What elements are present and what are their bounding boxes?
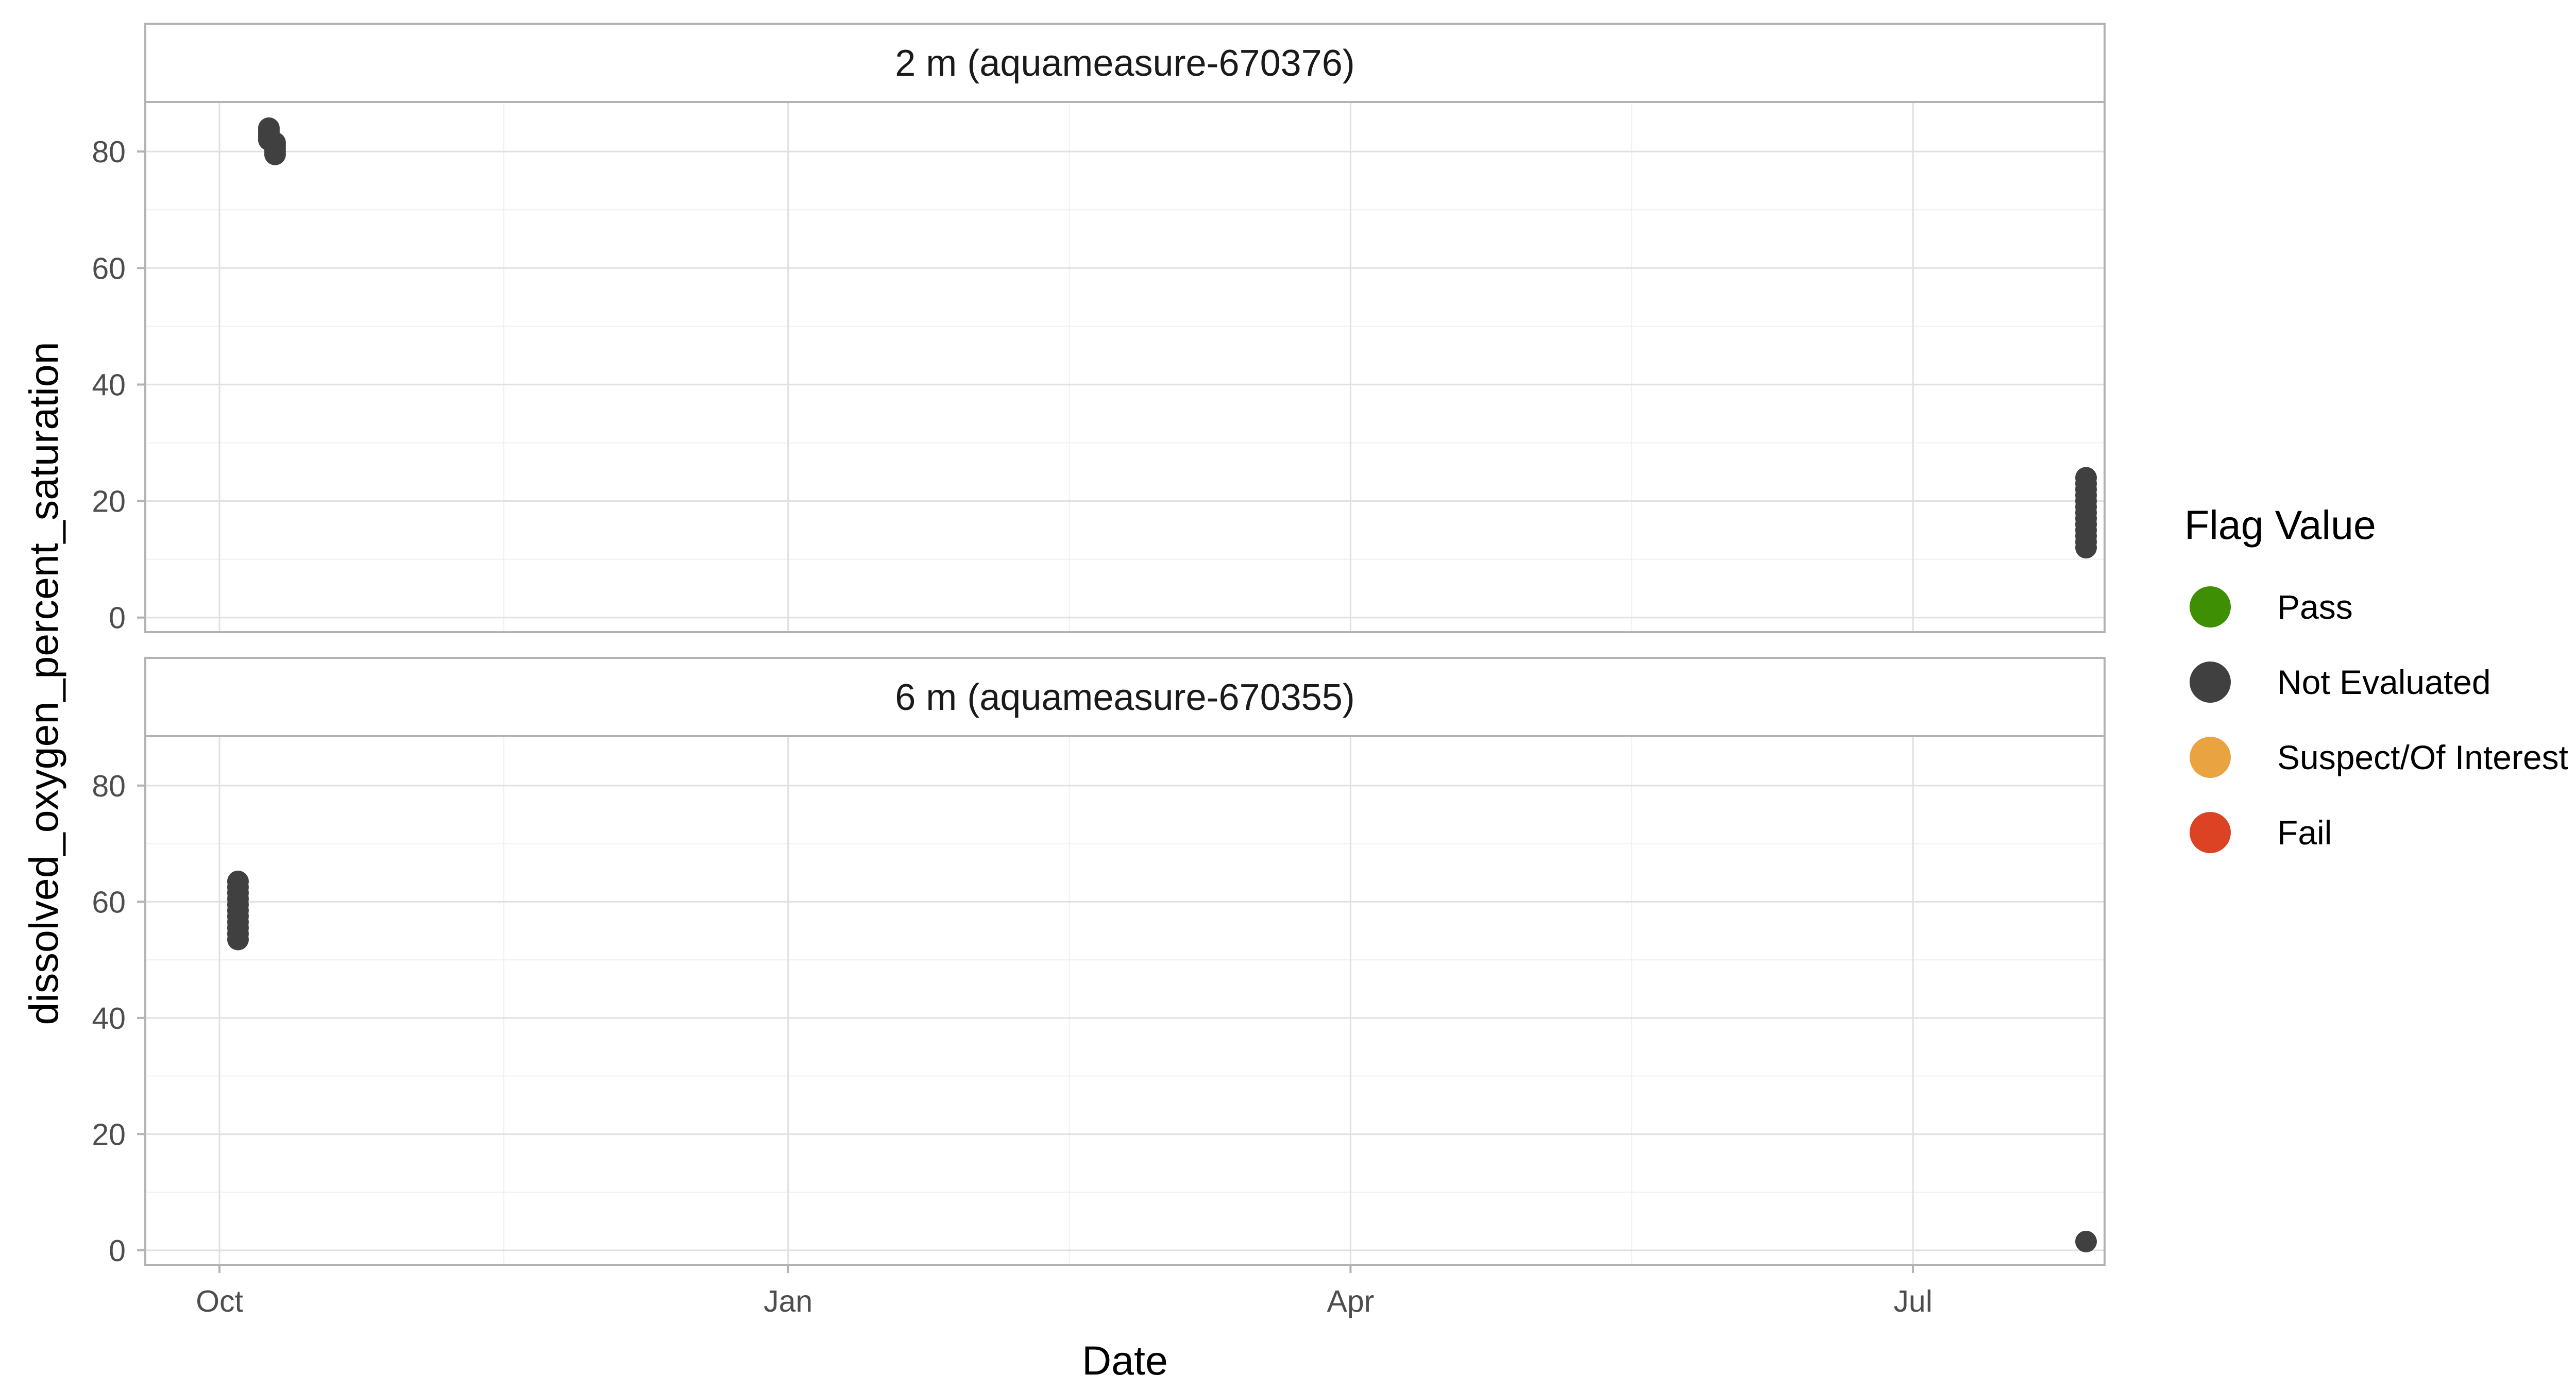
y-tick-label: 40 (92, 1002, 126, 1036)
x-axis-title: Date (1082, 1337, 1168, 1383)
panel-border (144, 735, 2106, 1266)
x-tick-label: Apr (1327, 1284, 1374, 1318)
panel-strip-label: 6 m (aquameasure-670355) (895, 677, 1355, 718)
legend-entry-label: Fail (2277, 813, 2332, 852)
legend-entry-label: Not Evaluated (2277, 663, 2491, 701)
y-tick-label: 0 (109, 1234, 126, 1268)
panel-strip-label: 2 m (aquameasure-670376) (895, 43, 1355, 84)
y-tick-label: 40 (92, 368, 126, 402)
panel-strip (144, 23, 2106, 103)
legend-title: Flag Value (2184, 502, 2376, 548)
x-tick-label: Jan (764, 1284, 812, 1318)
y-tick-label: 20 (92, 1117, 126, 1151)
y-tick-label: 80 (92, 769, 126, 803)
panel-strip (144, 657, 2106, 737)
y-tick-label: 60 (92, 251, 126, 285)
legend-key (2190, 661, 2231, 703)
panel-1: 2 m (aquameasure-670376) 0 20 40 60 80 (92, 23, 2106, 635)
panel-background (145, 102, 2105, 632)
panel-background (145, 736, 2105, 1265)
legend-entry-label: Suspect/Of Interest (2277, 738, 2568, 776)
y-tick-label: 60 (92, 885, 126, 919)
data-point (2075, 537, 2097, 559)
x-tick-label: Jul (1893, 1284, 1932, 1318)
legend: Flag Value Pass Not Evaluated Suspect/Of In… (2184, 502, 2568, 853)
legend-key (2190, 737, 2231, 778)
legend-key (2190, 586, 2231, 627)
data-point (227, 928, 249, 951)
y-axis-title: dissolved_oxygen_percent_saturation (21, 342, 66, 1025)
legend-key (2190, 812, 2231, 853)
y-tick-label: 0 (109, 601, 126, 635)
data-point (264, 143, 286, 165)
data-point (2075, 1230, 2097, 1252)
x-tick-label: Oct (196, 1284, 243, 1318)
panel-border (144, 101, 2106, 633)
legend-entry-label: Pass (2277, 588, 2353, 626)
y-tick-label: 80 (92, 135, 126, 169)
y-tick-label: 20 (92, 485, 126, 519)
panel-2: 6 m (aquameasure-670355) 0 20 40 60 80 (92, 657, 2106, 1268)
